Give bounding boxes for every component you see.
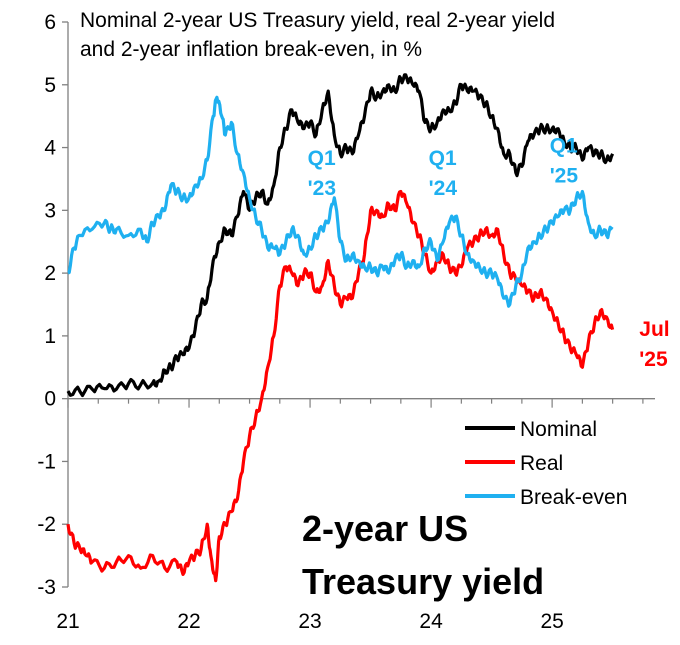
- y-tick-label: 4: [44, 137, 56, 160]
- corner-label-line: Treasury yield: [302, 561, 544, 602]
- x-tick-label: 23: [298, 610, 321, 633]
- annotation-label: '25: [550, 165, 579, 188]
- x-tick-label: 25: [540, 610, 563, 633]
- y-tick-label: 6: [44, 11, 56, 34]
- y-tick-label: 5: [44, 74, 56, 97]
- y-tick-label: 1: [44, 325, 56, 348]
- series-line-nominal: [66, 73, 615, 398]
- y-tick-label: -1: [37, 450, 56, 473]
- annotation-label: '24: [429, 177, 458, 200]
- annotation-label: Q1: [429, 147, 457, 170]
- x-tick-label: 24: [419, 610, 443, 633]
- chart-title: Nominal 2-year US Treasury yield, real 2…: [80, 9, 555, 61]
- y-tick-label: 3: [44, 199, 56, 222]
- legend-label: Nominal: [520, 418, 597, 441]
- y-tick-label: -2: [37, 513, 56, 536]
- annotation-label: '25: [639, 348, 668, 371]
- y-tick-label: -3: [37, 576, 56, 599]
- y-tick-label: 0: [44, 388, 56, 411]
- annotation-label: Q1: [550, 135, 578, 158]
- corner-label: 2-year US Treasury yield: [302, 508, 544, 602]
- series-line-real: [66, 189, 615, 583]
- y-tick-label: 2: [44, 262, 56, 285]
- legend: Nominal Real Break-even: [465, 418, 627, 509]
- chart-title-line: Nominal 2-year US Treasury yield, real 2…: [80, 9, 555, 32]
- annotation-label: '23: [308, 177, 336, 200]
- series-layer: [66, 73, 615, 583]
- legend-label: Real: [520, 452, 563, 475]
- chart-title-line: and 2-year inflation break-even, in %: [80, 38, 422, 61]
- corner-label-line: 2-year US: [302, 508, 468, 549]
- annotation-label: Q1: [308, 147, 336, 170]
- annotations: Q1 '23 Q1 '24 Q1 '25 Jul '25: [308, 135, 670, 371]
- legend-label: Break-even: [520, 486, 627, 509]
- series-line-break-even: [67, 95, 614, 308]
- x-tick-label: 22: [177, 610, 200, 633]
- x-tick-label: 21: [56, 610, 79, 633]
- annotation-label: Jul: [639, 318, 669, 341]
